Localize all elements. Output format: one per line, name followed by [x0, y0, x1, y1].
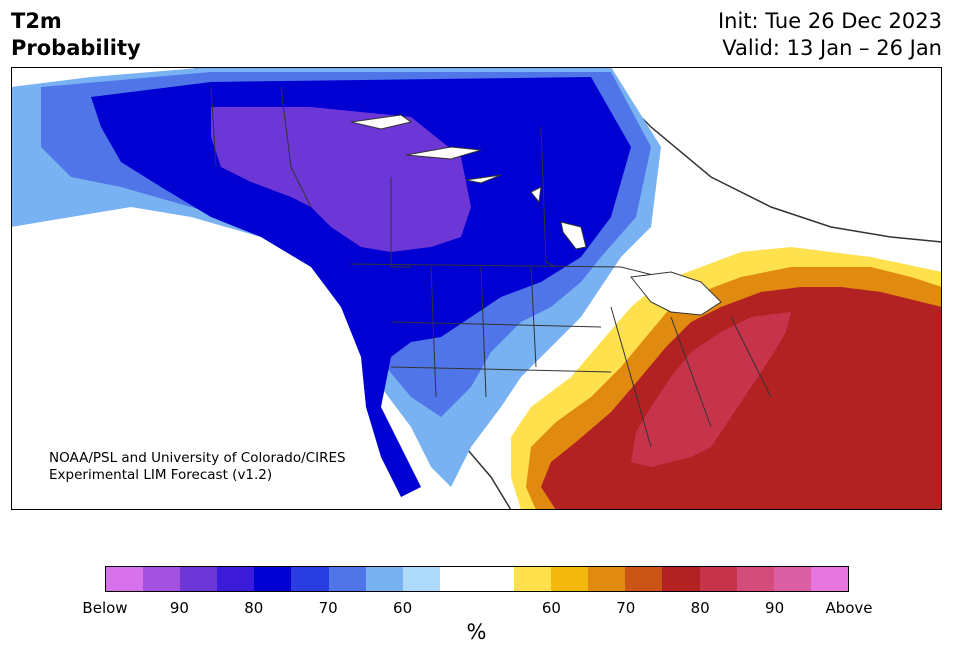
colorbar-segment: [736, 567, 774, 591]
colorbar-segment: [514, 567, 552, 591]
colorbar-unit: %: [466, 620, 487, 644]
warm-zone-90: [631, 312, 791, 467]
title-line-2: Probability: [11, 36, 141, 60]
colorbar-tick-label: 60: [393, 599, 413, 617]
colorbar-segment: [699, 567, 737, 591]
colorbar-segment: [402, 567, 440, 591]
colorbar: [105, 566, 849, 592]
cold-zone-90: [211, 107, 471, 252]
title-line-1: T2m: [11, 9, 62, 33]
credit-line-1: NOAA/PSL and University of Colorado/CIRE…: [49, 450, 346, 466]
credit-line-2: Experimental LIM Forecast (v1.2): [49, 467, 273, 483]
colorbar-segment: [291, 567, 329, 591]
forecast-dates: Init: Tue 26 Dec 2023 Valid: 13 Jan – 26…: [718, 8, 942, 62]
colorbar-segment: [217, 567, 255, 591]
init-date: Init: Tue 26 Dec 2023: [717, 9, 942, 33]
colorbar-segment: [328, 567, 366, 591]
political-borders: [210, 86, 772, 448]
colorbar-tick-label: Above: [825, 599, 873, 617]
colorbar-tick-label: 90: [169, 599, 189, 617]
colorbar-segment: [810, 567, 848, 591]
map-frame: [11, 67, 942, 510]
credit-text: NOAA/PSL and University of Colorado/CIRE…: [49, 450, 346, 484]
cold-zone-80: [91, 77, 631, 497]
lakes: [350, 114, 722, 316]
colorbar-segment: [662, 567, 700, 591]
colorbar-tick-label: Below: [82, 599, 128, 617]
colorbar-segment: [476, 567, 515, 591]
probability-map: [11, 67, 942, 510]
colorbar-segment: [254, 567, 292, 591]
colorbar-segment: [773, 567, 811, 591]
valid-range: Valid: 13 Jan – 26 Jan: [722, 36, 942, 60]
colorbar-segment: [143, 567, 181, 591]
colorbar-segment: [625, 567, 663, 591]
colorbar-tick-label: 70: [318, 599, 338, 617]
colorbar-tick-label: 70: [616, 599, 636, 617]
colorbar-segment: [365, 567, 403, 591]
colorbar-segment: [551, 567, 589, 591]
colorbar-segment: [180, 567, 218, 591]
colorbar-tick-label: 80: [244, 599, 264, 617]
colorbar-tick-label: 90: [765, 599, 785, 617]
colorbar-tick-label: 80: [690, 599, 710, 617]
colorbar-ticks: Below 90 80 70 60 60 70 80 90 Above: [82, 599, 872, 619]
colorbar-segment: [588, 567, 626, 591]
colorbar-segment: [106, 567, 144, 591]
map-title: T2m Probability: [11, 8, 141, 62]
colorbar-tick-label: 60: [541, 599, 561, 617]
colorbar-segment: [439, 567, 477, 591]
